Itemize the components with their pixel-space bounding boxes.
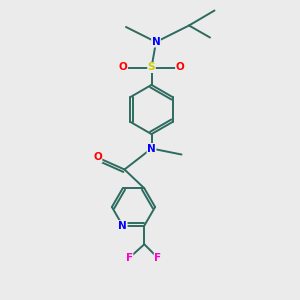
Text: N: N xyxy=(118,221,127,231)
Text: F: F xyxy=(126,253,133,263)
Text: S: S xyxy=(148,62,155,73)
Text: O: O xyxy=(118,62,127,73)
Text: N: N xyxy=(147,143,156,154)
Text: N: N xyxy=(152,37,160,47)
Text: F: F xyxy=(154,253,161,263)
Text: O: O xyxy=(176,62,184,73)
Text: O: O xyxy=(93,152,102,163)
